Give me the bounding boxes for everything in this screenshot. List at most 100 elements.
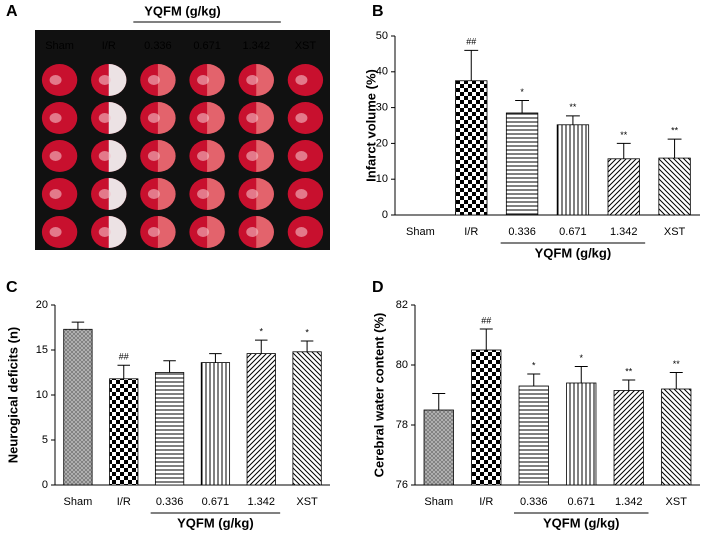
slice-detail	[197, 189, 210, 199]
error-bar	[622, 379, 636, 391]
column-label: XST	[295, 40, 317, 52]
slice-detail	[49, 151, 62, 161]
panel-letter: C	[6, 279, 18, 296]
group-label: YQFM (g/kg)	[543, 515, 620, 530]
group-label: YQFM (g/kg)	[177, 515, 254, 530]
bar	[566, 382, 597, 486]
error-bar	[464, 49, 479, 81]
x-tick-label: 1.342	[247, 496, 275, 508]
significance-label: ##	[481, 315, 491, 325]
significance-label: *	[520, 87, 524, 97]
column-label: Sham	[45, 40, 74, 52]
panel-letter: A	[6, 3, 18, 20]
slice-detail	[295, 189, 308, 199]
slice-detail	[98, 113, 111, 123]
x-tick-label: I/R	[117, 496, 131, 508]
y-tick-label: 10	[36, 389, 48, 401]
infarct	[256, 178, 274, 210]
slice-detail	[246, 189, 259, 199]
column-label: 0.336	[144, 40, 172, 52]
error-bar	[254, 339, 268, 354]
x-tick-label: XST	[666, 496, 688, 508]
y-axis-label: Neurogical deficits (n)	[5, 327, 20, 464]
bar	[607, 158, 640, 216]
group-label: YQFM (g/kg)	[535, 245, 612, 260]
slice-detail	[197, 75, 210, 85]
slice-detail	[147, 75, 160, 85]
slice-detail	[197, 151, 210, 161]
x-tick-label: XST	[296, 496, 318, 508]
x-tick-label: 0.336	[156, 496, 184, 508]
infarct	[108, 102, 127, 134]
bar	[63, 328, 93, 486]
significance-label: **	[673, 359, 681, 369]
panel-letter: B	[372, 3, 384, 20]
bar	[505, 112, 539, 216]
y-axis-label: Cerebral water content (%)	[371, 313, 386, 478]
error-bar	[300, 340, 314, 352]
significance-label: **	[625, 366, 633, 376]
infarct	[256, 64, 274, 96]
bar	[556, 124, 590, 216]
infarct	[207, 64, 225, 96]
significance-label: *	[259, 326, 263, 336]
significance-label: *	[579, 353, 583, 363]
error-bar	[163, 360, 176, 373]
infarct	[108, 216, 127, 248]
x-tick-label: Sham	[424, 496, 453, 508]
significance-label: *	[532, 360, 536, 370]
x-tick-label: 0.671	[567, 496, 595, 508]
panel-letter: D	[372, 279, 384, 296]
x-tick-label: 0.671	[559, 226, 587, 238]
bar	[154, 372, 185, 486]
x-tick-label: 1.342	[615, 496, 643, 508]
bar	[423, 409, 454, 486]
error-bar	[209, 353, 222, 363]
significance-label: **	[620, 130, 628, 140]
infarct	[108, 64, 127, 96]
slice-detail	[49, 189, 62, 199]
infarct	[207, 216, 225, 248]
y-tick-label: 30	[376, 102, 388, 114]
slice-detail	[295, 113, 308, 123]
y-tick-label: 40	[376, 66, 388, 78]
y-tick-label: 0	[42, 479, 48, 491]
slice-detail	[147, 113, 160, 123]
significance-label: **	[671, 125, 679, 135]
significance-label: *	[305, 327, 309, 337]
infarct	[157, 102, 176, 134]
y-tick-label: 82	[396, 299, 408, 311]
significance-label: ##	[119, 352, 129, 362]
infarct	[157, 178, 176, 210]
infarct	[157, 140, 176, 172]
y-tick-label: 76	[396, 479, 408, 491]
slice-detail	[98, 189, 111, 199]
slice-detail	[98, 75, 111, 85]
infarct	[256, 102, 274, 134]
error-bar	[432, 393, 446, 410]
y-tick-label: 15	[36, 344, 48, 356]
y-tick-label: 80	[396, 359, 408, 371]
error-bar	[117, 364, 131, 379]
error-bar	[669, 372, 683, 389]
y-axis-label: Infarct volume (%)	[363, 69, 378, 182]
slice-detail	[246, 75, 259, 85]
infarct	[207, 178, 225, 210]
x-tick-label: XST	[664, 226, 686, 238]
x-tick-label: 0.671	[202, 496, 230, 508]
infarct	[256, 216, 274, 248]
column-label: 0.671	[193, 40, 221, 52]
bar	[661, 388, 692, 486]
x-tick-label: 0.336	[508, 226, 536, 238]
infarct	[108, 178, 127, 210]
slice-detail	[197, 113, 210, 123]
slice-detail	[98, 151, 111, 161]
y-tick-label: 5	[42, 434, 48, 446]
slice-detail	[295, 151, 308, 161]
bar	[109, 378, 139, 486]
y-tick-label: 50	[376, 30, 388, 42]
slice-detail	[49, 227, 62, 237]
y-tick-label: 20	[376, 137, 388, 149]
slice-detail	[295, 75, 308, 85]
